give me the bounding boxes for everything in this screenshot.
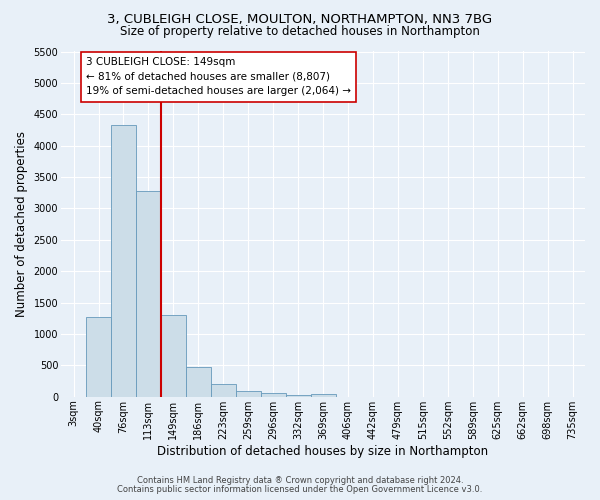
Bar [86, 317, 111, 396]
Bar [236, 392, 260, 396]
Text: Size of property relative to detached houses in Northampton: Size of property relative to detached ho… [120, 25, 480, 38]
Y-axis label: Number of detached properties: Number of detached properties [15, 131, 28, 317]
Text: 3, CUBLEIGH CLOSE, MOULTON, NORTHAMPTON, NN3 7BG: 3, CUBLEIGH CLOSE, MOULTON, NORTHAMPTON,… [107, 12, 493, 26]
Bar [186, 366, 211, 396]
Bar [260, 392, 286, 396]
Bar [211, 384, 236, 396]
X-axis label: Distribution of detached houses by size in Northampton: Distribution of detached houses by size … [157, 444, 488, 458]
Text: 3 CUBLEIGH CLOSE: 149sqm
← 81% of detached houses are smaller (8,807)
19% of sem: 3 CUBLEIGH CLOSE: 149sqm ← 81% of detach… [86, 57, 351, 96]
Bar [136, 191, 161, 396]
Text: Contains public sector information licensed under the Open Government Licence v3: Contains public sector information licen… [118, 484, 482, 494]
Bar [311, 394, 335, 396]
Bar [286, 395, 311, 396]
Text: Contains HM Land Registry data ® Crown copyright and database right 2024.: Contains HM Land Registry data ® Crown c… [137, 476, 463, 485]
Bar [111, 125, 136, 396]
Bar [161, 316, 186, 396]
